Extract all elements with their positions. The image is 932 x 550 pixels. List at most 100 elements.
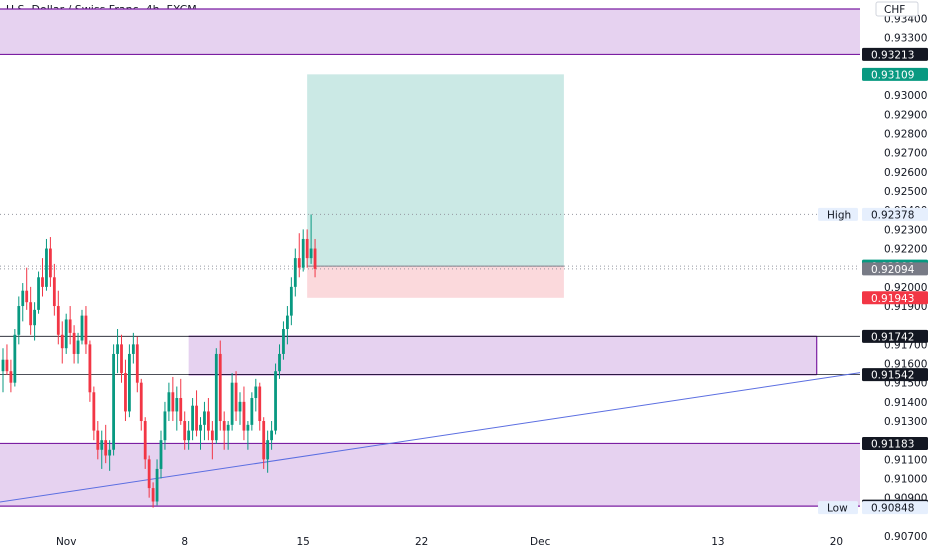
candle-body [207,411,210,431]
price-tag [862,47,928,61]
candle-body [56,306,60,335]
target-zone[interactable] [307,74,564,267]
candle-body [222,421,226,431]
price-tag [862,291,928,305]
price-axis[interactable]: 0.907000.909000.910000.911000.913000.914… [818,0,932,550]
candle-body [131,344,135,354]
y-tick-label: 0.92500 [884,186,927,198]
y-tick-label: 0.92200 [884,244,927,256]
candle-body [258,386,262,422]
y-tick-label: 0.92900 [884,109,927,121]
currency-box[interactable] [875,1,919,17]
candle-body [120,344,123,374]
candle-body [262,421,266,460]
price-tag-label: 0.93109 [871,69,914,81]
candle-body [297,258,301,268]
candle-body [175,398,179,412]
zone-1[interactable] [188,336,817,375]
extreme-tag [818,501,858,515]
candle-body [100,440,104,450]
y-tick-label: 0.91300 [884,416,927,428]
candle-body [179,398,183,422]
price-tag-label: 0.93213 [871,49,914,61]
y-tick-label: 0.92800 [884,129,927,141]
candle-body [25,290,29,303]
candle-body [135,344,139,383]
candle-body [72,332,76,354]
candle-body [191,405,194,431]
x-tick-label: 22 [415,536,428,548]
candle-body [76,340,80,354]
price-tag-label: 0.91943 [871,293,914,305]
candle-body [45,248,48,287]
candle-body [104,440,108,456]
candle-body [266,440,270,460]
candle-body [210,430,214,441]
x-tick-label: 15 [297,536,310,548]
candle-body [163,411,167,441]
price-tag-label: 0.92378 [871,209,914,221]
y-tick-label: 0.91100 [884,454,927,466]
zone-2[interactable] [0,443,860,507]
price-tag [862,368,928,382]
candle-body [64,319,68,349]
candle-body [238,401,242,412]
candle-body [116,344,119,354]
trendline[interactable] [0,369,877,511]
x-tick-label: 8 [181,536,188,548]
candle-body [313,248,317,269]
candle-body [230,382,234,425]
y-tick-label: 0.91000 [884,474,927,486]
extreme-tag-label: Low [827,503,848,515]
price-tag-label: 0.90848 [871,503,914,515]
candle-body [282,329,285,354]
stop-zone[interactable] [307,266,564,298]
y-tick-label: 0.92300 [884,224,927,236]
candle-body [17,306,21,335]
candle-body [108,449,112,456]
candle-body [286,315,289,330]
candle-body [171,392,175,412]
price-tag [862,67,928,81]
price-tag [862,207,928,221]
zone-0[interactable] [0,9,860,55]
position-tool[interactable] [307,74,564,298]
y-tick-label: 0.92600 [884,167,927,179]
time-axis[interactable]: 25Nov81522Dec1320 [0,530,860,550]
y-tick-label: 0.92700 [884,148,927,160]
candle-body [84,315,88,345]
candle-body [187,430,191,441]
candle-body [250,398,254,425]
candle-body [305,238,309,259]
y-tick-label: 0.92000 [884,282,927,294]
candle-body [92,392,96,431]
candle-body [52,277,56,307]
candle-body [143,421,147,460]
candle-body [289,286,293,316]
candle-body [270,430,273,441]
candle-body [293,258,297,287]
price-tag [862,329,928,343]
price-tag [862,501,928,515]
y-tick-label: 0.91600 [884,359,927,371]
candle-body [41,277,44,287]
candle-body [33,309,36,326]
candle-body [29,302,33,326]
y-tick-label: 0.93000 [884,90,927,102]
candle-body [183,421,187,441]
price-tag [862,262,928,276]
candle-body [9,371,13,383]
candle-body [112,353,115,450]
price-tag [862,436,928,450]
x-tick-label: 20 [830,536,843,548]
candle-body [128,353,131,412]
candle-body [13,334,17,383]
candle-body [167,392,171,412]
candle-body [278,353,281,372]
candles-layer [1,214,317,508]
candle-body [301,238,305,268]
candle-body [151,488,155,502]
candle-body [21,290,25,307]
